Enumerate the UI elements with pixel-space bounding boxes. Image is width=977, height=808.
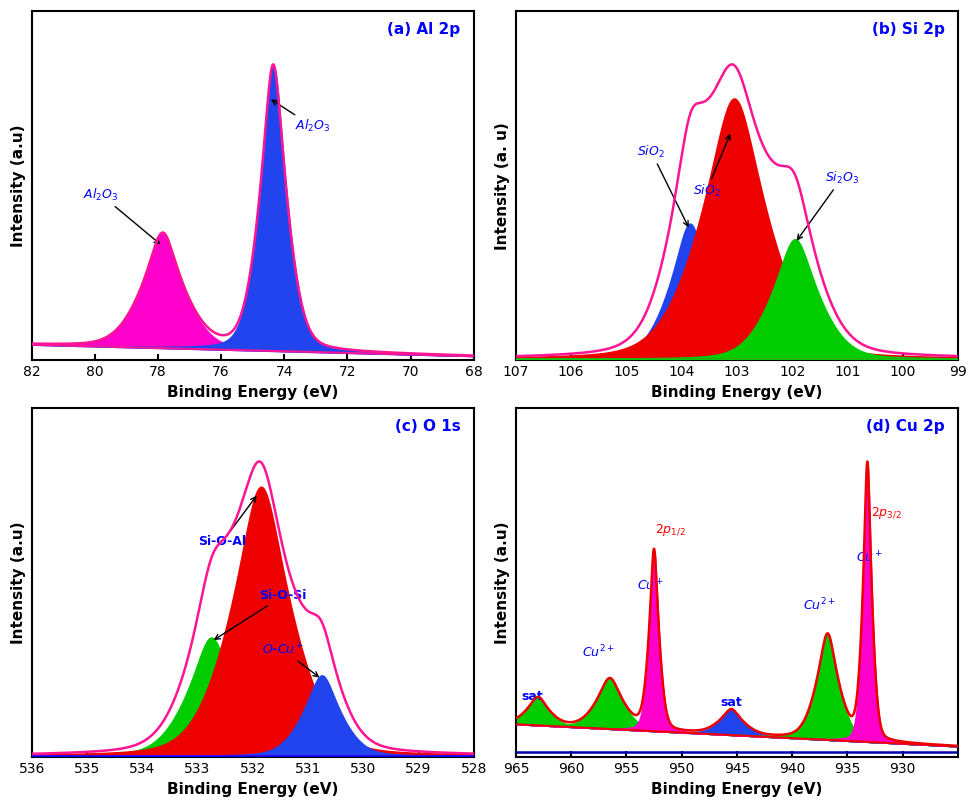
Text: (c) O 1s: (c) O 1s — [395, 419, 460, 434]
X-axis label: Binding Energy (eV): Binding Energy (eV) — [167, 385, 338, 400]
Text: $Cu^{2+}$: $Cu^{2+}$ — [802, 597, 835, 613]
Text: Si-O-Al: Si-O-Al — [198, 497, 255, 549]
Text: $SiO_2$: $SiO_2$ — [692, 135, 730, 199]
Text: $SiO_2$: $SiO_2$ — [637, 144, 688, 226]
Y-axis label: Intensity (a.u): Intensity (a.u) — [11, 124, 26, 247]
Text: sat: sat — [521, 690, 543, 703]
Text: (b) Si 2p: (b) Si 2p — [871, 22, 944, 36]
Text: (a) Al 2p: (a) Al 2p — [387, 22, 460, 36]
Text: $O$-$Cu^+$: $O$-$Cu^+$ — [262, 642, 319, 677]
Text: $Al_2O_3$: $Al_2O_3$ — [83, 187, 159, 243]
X-axis label: Binding Energy (eV): Binding Energy (eV) — [651, 385, 822, 400]
Text: sat: sat — [720, 696, 742, 709]
Text: Si-O-Si: Si-O-Si — [215, 589, 307, 639]
Y-axis label: Intensity (a.u): Intensity (a.u) — [494, 522, 510, 644]
Y-axis label: Intensity (a. u): Intensity (a. u) — [494, 122, 510, 250]
Text: $Cu^{2+}$: $Cu^{2+}$ — [581, 644, 615, 660]
X-axis label: Binding Energy (eV): Binding Energy (eV) — [651, 782, 822, 797]
Y-axis label: Intensity (a.u): Intensity (a.u) — [11, 522, 26, 644]
Text: $Si_2O_3$: $Si_2O_3$ — [796, 170, 858, 240]
Text: $Cu^+$: $Cu^+$ — [636, 578, 663, 593]
X-axis label: Binding Energy (eV): Binding Energy (eV) — [167, 782, 338, 797]
Text: $2p_{1/2}$: $2p_{1/2}$ — [655, 523, 685, 538]
Text: $Al_2O_3$: $Al_2O_3$ — [272, 100, 330, 134]
Text: $2p_{3/2}$: $2p_{3/2}$ — [870, 506, 901, 521]
Text: (d) Cu 2p: (d) Cu 2p — [866, 419, 944, 434]
Text: $Cu^+$: $Cu^+$ — [855, 550, 882, 566]
